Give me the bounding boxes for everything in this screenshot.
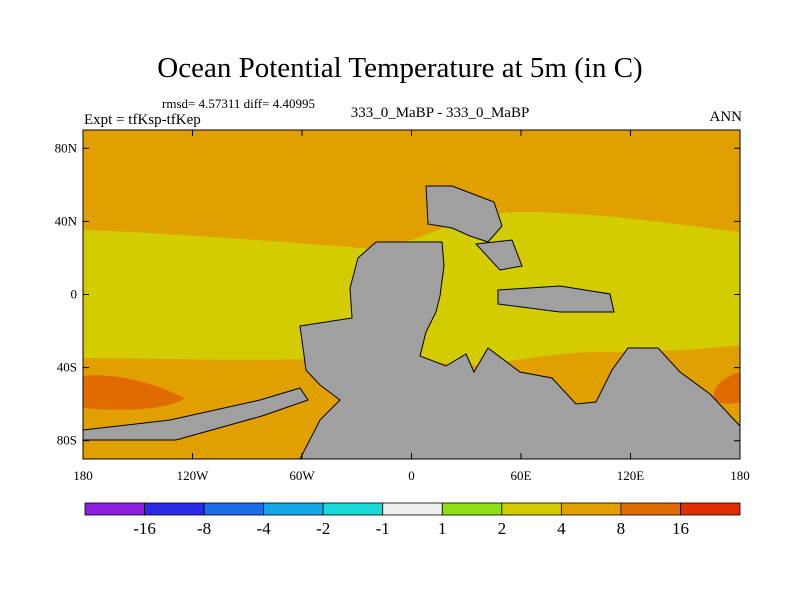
colorbar: -16 -8 -4 -2 -1 1 2 4 8 16 [84,502,741,538]
colorbar-level-label: 1 [438,519,447,538]
chart-subtitle: 333_0_MaBP - 333_0_MaBP [350,105,530,121]
region-southern-warm-core [83,372,740,410]
y-tick-label: 40S [57,360,77,375]
land-americas [299,241,740,459]
season-label: ANN [709,109,743,125]
chart-title: Ocean Potential Temperature at 5m (in C) [157,52,643,84]
y-tick-label: 40N [55,213,78,228]
colorbar-level-label: -4 [257,519,272,538]
colorbar-level-label: 2 [498,519,507,538]
x-tick-label: 120E [617,468,645,483]
y-tick-label: 80S [57,433,77,448]
x-tick-label: 60W [289,468,315,483]
y-tick-label: 0 [71,287,78,302]
colorbar-level-label: 16 [672,519,689,538]
experiment-label: Expt = tfKsp-tfKep [84,112,201,128]
land-masses [83,185,740,459]
colorbar-swatch [382,502,443,516]
colorbar-swatch [441,502,503,516]
colorbar-swatch [501,502,562,516]
colorbar-level-label: -2 [316,519,330,538]
colorbar-level-label: -1 [376,519,390,538]
colorbar-swatch [144,502,205,516]
colorbar-level-label: 4 [557,519,566,538]
colorbar-swatch [263,502,324,516]
stats-label: rmsd= 4.57311 diff= 4.40995 [162,96,315,111]
x-tick-label: 180 [73,468,93,483]
colorbar-swatch [560,502,622,516]
colorbar-swatch [322,502,384,516]
x-tick-label: 0 [408,468,415,483]
colorbar-level-label: -16 [133,519,156,538]
colorbar-level-label: 8 [617,519,626,538]
map-field [83,130,740,459]
colorbar-swatch [680,502,741,516]
colorbar-swatch [203,502,265,516]
land-eastern-bar [497,285,615,313]
y-tick-label: 80N [55,140,78,155]
x-axis-ticks: 180 120W 60W 0 60E 120E 180 [73,130,750,483]
land-central-island [474,239,523,271]
land-southern-strip [83,387,309,441]
land-northern-continent [425,185,503,243]
x-tick-label: 60E [511,468,532,483]
colorbar-swatch [620,502,681,516]
x-tick-label: 180 [730,468,750,483]
x-tick-label: 120W [177,468,210,483]
colorbar-swatch [84,502,145,516]
colorbar-level-label: -8 [197,519,211,538]
y-axis-ticks: 80N 40N 0 40S 80S [55,140,740,448]
